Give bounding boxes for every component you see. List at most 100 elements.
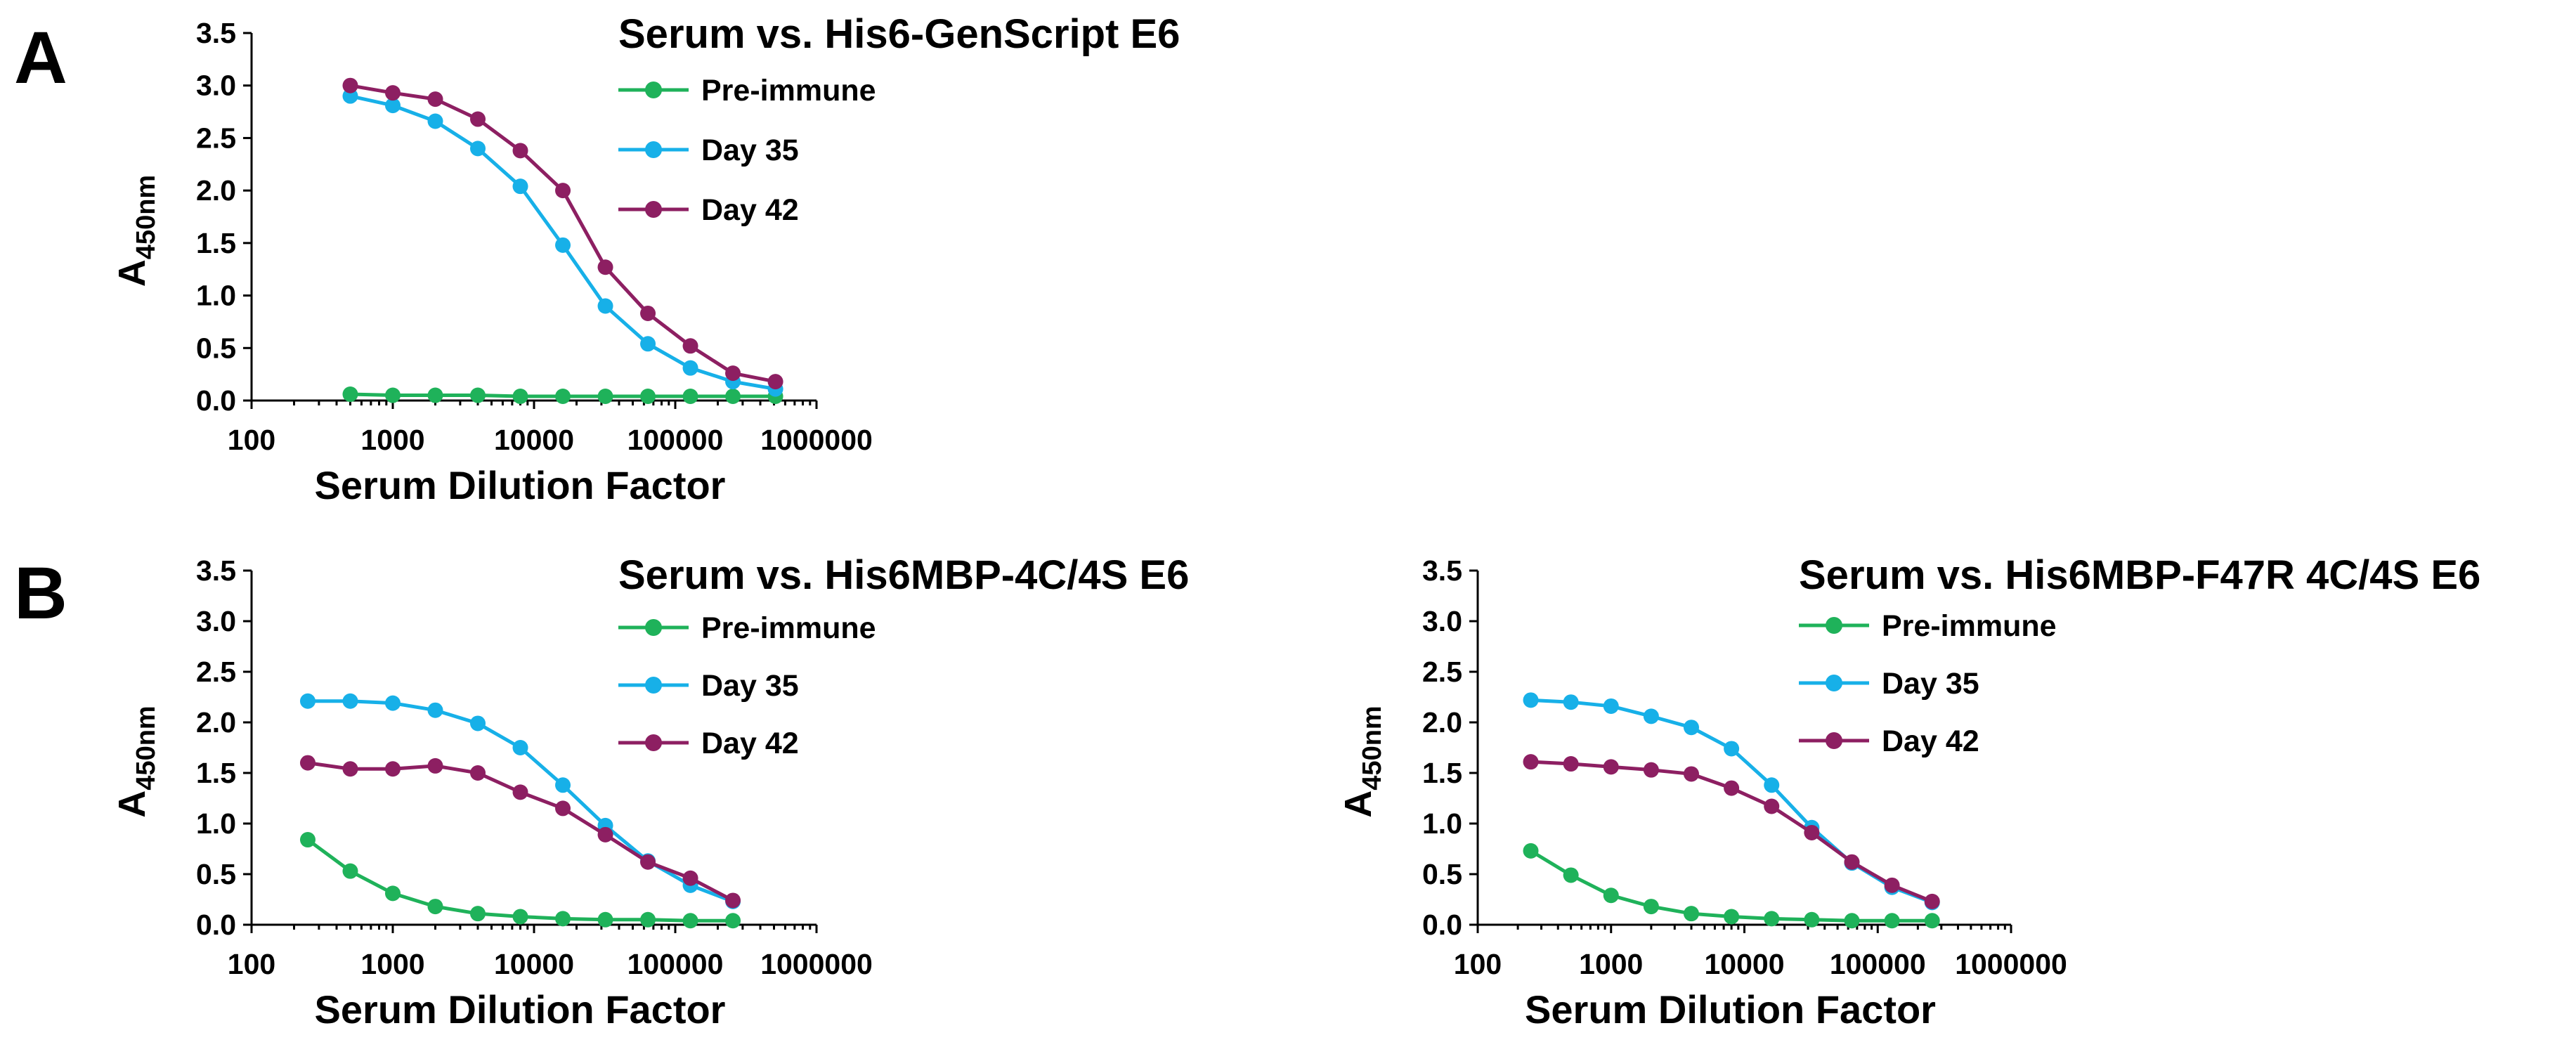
y-tick-label: 2.0 xyxy=(196,706,236,739)
data-point-pre_immune xyxy=(725,913,741,929)
data-point-day42 xyxy=(767,374,783,390)
legend-label-pre_immune: Pre-immune xyxy=(1882,609,2057,643)
legend-marker-day35 xyxy=(645,141,662,158)
y-tick-label: 0.5 xyxy=(196,858,236,890)
data-point-day35 xyxy=(1643,708,1659,724)
y-tick-label: 3.5 xyxy=(196,554,236,587)
data-point-pre_immune xyxy=(385,387,401,403)
data-point-pre_immune xyxy=(1603,887,1619,904)
y-tick-label: 2.5 xyxy=(196,656,236,688)
data-point-day42 xyxy=(1804,824,1820,840)
series-line-day42 xyxy=(307,761,734,902)
y-axis-title: A450nm xyxy=(111,175,161,287)
data-point-day35 xyxy=(470,141,486,157)
data-point-day42 xyxy=(682,338,698,354)
data-point-day42 xyxy=(1724,780,1740,796)
data-point-day35 xyxy=(1603,698,1619,714)
data-point-day42 xyxy=(1924,893,1940,909)
x-tick-label: 100000 xyxy=(627,948,724,980)
y-tick-label: 1.5 xyxy=(196,227,236,259)
x-axis-title: Serum Dilution Factor xyxy=(1525,987,1936,1032)
data-point-day42 xyxy=(555,800,571,817)
x-tick-label: 10000 xyxy=(494,424,574,456)
y-axis-title-main: A xyxy=(1337,791,1379,818)
data-point-pre_immune xyxy=(682,389,698,405)
data-point-day42 xyxy=(342,761,358,777)
data-point-pre_immune xyxy=(1683,906,1699,922)
y-tick-label: 1.0 xyxy=(1422,807,1462,840)
data-point-day42 xyxy=(555,183,571,199)
legend-marker-pre_immune xyxy=(645,619,662,636)
y-tick-label: 2.5 xyxy=(196,122,236,154)
data-point-day42 xyxy=(597,259,613,275)
y-tick-label: 0.5 xyxy=(1422,858,1462,890)
data-point-pre_immune xyxy=(512,909,528,925)
data-point-day42 xyxy=(640,854,656,870)
y-tick-label: 1.5 xyxy=(1422,757,1462,789)
data-point-day42 xyxy=(385,761,401,777)
data-point-day42 xyxy=(1603,759,1619,775)
legend-label-day42: Day 42 xyxy=(1882,724,1979,758)
data-point-day42 xyxy=(597,826,613,843)
data-point-day42 xyxy=(640,305,656,321)
y-tick-label: 2.5 xyxy=(1422,656,1462,688)
chart-0: 0.0 0.5 1.0 1.5 2.0 2.5 3.0 3.5 100 1000 10000 1000… xyxy=(111,11,1180,507)
x-axis-title: Serum Dilution Factor xyxy=(315,463,726,507)
y-tick-label: 2.0 xyxy=(1422,706,1462,739)
data-point-day42 xyxy=(1563,756,1579,772)
data-point-day35 xyxy=(512,178,528,195)
legend-marker-day42 xyxy=(1826,732,1842,749)
chart-title: Serum vs. His6-GenScript E6 xyxy=(618,11,1180,57)
data-point-day42 xyxy=(427,757,443,774)
panel-letter-b: B xyxy=(14,552,67,635)
data-point-pre_immune xyxy=(597,911,613,928)
data-point-day42 xyxy=(1884,877,1900,893)
data-point-day42 xyxy=(1844,854,1860,870)
x-tick-label: 100 xyxy=(1454,948,1502,980)
data-point-day35 xyxy=(555,777,571,793)
data-point-pre_immune xyxy=(1643,899,1659,915)
y-axis-title-subscript: 450nm xyxy=(1358,705,1387,790)
data-point-pre_immune xyxy=(682,913,698,929)
data-point-day35 xyxy=(385,98,401,114)
data-point-day42 xyxy=(427,91,443,108)
y-axis-title-subscript: 450nm xyxy=(131,175,161,259)
legend-marker-pre_immune xyxy=(645,82,662,98)
y-tick-label: 3.0 xyxy=(1422,605,1462,637)
legend-label-day35: Day 35 xyxy=(701,669,799,703)
y-tick-label: 3.5 xyxy=(196,17,236,49)
y-axis-title: A450nm xyxy=(1337,705,1387,817)
y-axis-title-subscript: 450nm xyxy=(131,705,161,790)
data-point-pre_immune xyxy=(1804,911,1820,928)
data-point-day42 xyxy=(299,755,316,771)
legend-label-pre_immune: Pre-immune xyxy=(701,611,876,645)
data-point-pre_immune xyxy=(427,387,443,403)
data-point-day42 xyxy=(342,77,358,93)
legend-marker-day42 xyxy=(645,201,662,218)
legend-marker-day42 xyxy=(645,734,662,751)
data-point-day42 xyxy=(1764,798,1780,814)
panel-letter-a: A xyxy=(14,17,67,99)
y-tick-label: 1.0 xyxy=(196,280,236,312)
data-point-day42 xyxy=(725,365,741,382)
data-point-day42 xyxy=(512,143,528,159)
data-point-pre_immune xyxy=(1884,913,1900,929)
x-tick-label: 1000000 xyxy=(760,948,873,980)
data-point-day35 xyxy=(640,336,656,352)
data-point-pre_immune xyxy=(725,389,741,405)
data-point-pre_immune xyxy=(597,389,613,405)
data-point-pre_immune xyxy=(342,863,358,879)
data-point-day42 xyxy=(682,870,698,886)
x-tick-label: 1000000 xyxy=(1955,948,2067,980)
y-tick-label: 3.0 xyxy=(196,605,236,637)
data-point-pre_immune xyxy=(512,389,528,405)
data-point-day35 xyxy=(427,702,443,718)
data-point-pre_immune xyxy=(342,386,358,403)
y-axis-title-main: A xyxy=(111,791,153,818)
data-point-pre_immune xyxy=(427,899,443,915)
data-point-day35 xyxy=(299,693,316,709)
y-tick-label: 3.0 xyxy=(196,70,236,102)
data-point-pre_immune xyxy=(470,387,486,403)
x-tick-label: 1000000 xyxy=(760,424,873,456)
